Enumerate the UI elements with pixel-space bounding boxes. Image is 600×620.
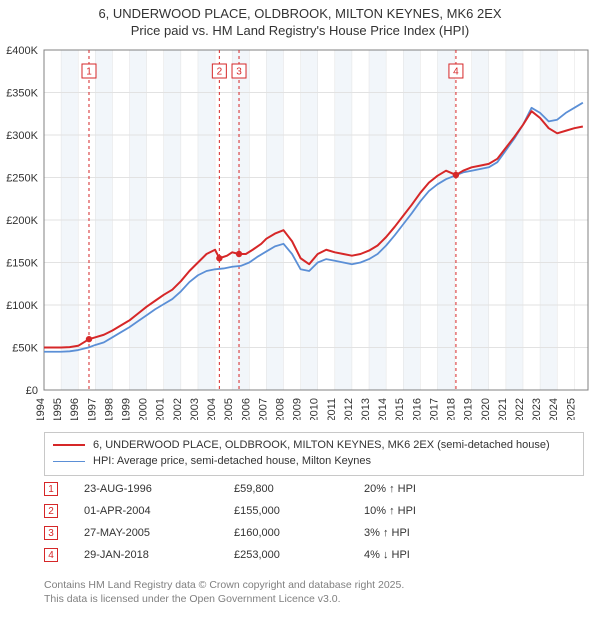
sales-row: 4 29-JAN-2018£253,0004% ↓ HPI xyxy=(44,544,584,566)
svg-text:1995: 1995 xyxy=(52,398,64,420)
svg-text:2008: 2008 xyxy=(274,398,286,420)
svg-text:2000: 2000 xyxy=(138,398,150,420)
sales-date: 27-MAY-2005 xyxy=(84,527,234,539)
svg-text:£0: £0 xyxy=(26,385,38,397)
svg-text:1998: 1998 xyxy=(103,398,115,420)
svg-text:2006: 2006 xyxy=(240,398,252,420)
svg-text:1997: 1997 xyxy=(86,398,98,420)
svg-text:1996: 1996 xyxy=(69,398,81,420)
svg-text:2004: 2004 xyxy=(206,398,218,420)
title-line-2: Price paid vs. HM Land Registry's House … xyxy=(0,23,600,40)
svg-text:2013: 2013 xyxy=(360,398,372,420)
svg-text:2003: 2003 xyxy=(189,398,201,420)
sales-row: 2 01-APR-2004£155,00010% ↑ HPI xyxy=(44,500,584,522)
svg-text:2012: 2012 xyxy=(343,398,355,420)
legend-label: 6, UNDERWOOD PLACE, OLDBROOK, MILTON KEY… xyxy=(93,439,550,451)
sales-row: 3 27-MAY-2005£160,0003% ↑ HPI xyxy=(44,522,584,544)
svg-text:2022: 2022 xyxy=(514,398,526,420)
svg-text:£100K: £100K xyxy=(6,300,38,312)
svg-text:2011: 2011 xyxy=(326,398,338,420)
sales-price: £59,800 xyxy=(234,483,364,495)
svg-text:2023: 2023 xyxy=(531,398,543,420)
sales-delta: 3% ↑ HPI xyxy=(364,527,494,539)
sales-date: 23-AUG-1996 xyxy=(84,483,234,495)
svg-text:2009: 2009 xyxy=(292,398,304,420)
chart-svg: £0 £50K £100K £150K £200K £250K £300K £350K £400… xyxy=(0,44,600,420)
svg-text:£350K: £350K xyxy=(6,88,38,100)
sales-date: 01-APR-2004 xyxy=(84,505,234,517)
legend-row: HPI: Average price, semi-detached house,… xyxy=(53,453,575,469)
svg-text:2019: 2019 xyxy=(463,398,475,420)
svg-text:2024: 2024 xyxy=(548,398,560,420)
sales-price: £253,000 xyxy=(234,549,364,561)
legend-box: 6, UNDERWOOD PLACE, OLDBROOK, MILTON KEY… xyxy=(44,432,584,476)
sales-row: 1 23-AUG-1996£59,80020% ↑ HPI xyxy=(44,478,584,500)
legend-label: HPI: Average price, semi-detached house,… xyxy=(93,455,371,467)
svg-text:£50K: £50K xyxy=(12,343,38,355)
svg-text:2015: 2015 xyxy=(394,398,406,420)
chart-plot-area: £0 £50K £100K £150K £200K £250K £300K £350K £400… xyxy=(0,44,600,420)
sales-table: 1 23-AUG-1996£59,80020% ↑ HPI 2 01-APR-2004… xyxy=(44,478,584,566)
svg-text:2018: 2018 xyxy=(446,398,458,420)
chart-title-block: 6, UNDERWOOD PLACE, OLDBROOK, MILTON KEY… xyxy=(0,0,600,40)
svg-text:£400K: £400K xyxy=(6,45,38,57)
svg-text:2020: 2020 xyxy=(480,398,492,420)
sales-date: 29-JAN-2018 xyxy=(84,549,234,561)
svg-text:£200K: £200K xyxy=(6,215,38,227)
svg-text:2010: 2010 xyxy=(309,398,321,420)
sales-price: £155,000 xyxy=(234,505,364,517)
legend-swatch xyxy=(53,444,85,446)
sales-marker: 4 xyxy=(44,548,58,562)
footer-line-2: This data is licensed under the Open Gov… xyxy=(44,592,404,606)
svg-text:2021: 2021 xyxy=(497,398,509,420)
svg-text:4: 4 xyxy=(453,67,459,78)
svg-text:1: 1 xyxy=(86,67,92,78)
sales-marker: 1 xyxy=(44,482,58,496)
svg-text:2007: 2007 xyxy=(257,398,269,420)
svg-text:£250K: £250K xyxy=(6,173,38,185)
svg-text:3: 3 xyxy=(236,67,242,78)
svg-text:£300K: £300K xyxy=(6,130,38,142)
legend-swatch xyxy=(53,461,85,462)
svg-text:1999: 1999 xyxy=(121,398,133,420)
svg-text:2017: 2017 xyxy=(428,398,440,420)
sales-marker: 3 xyxy=(44,526,58,540)
sales-delta: 20% ↑ HPI xyxy=(364,483,494,495)
svg-text:2: 2 xyxy=(217,67,223,78)
sales-delta: 4% ↓ HPI xyxy=(364,549,494,561)
footer-attribution: Contains HM Land Registry data © Crown c… xyxy=(44,578,404,606)
sales-delta: 10% ↑ HPI xyxy=(364,505,494,517)
svg-text:2002: 2002 xyxy=(172,398,184,420)
svg-text:£150K: £150K xyxy=(6,258,38,270)
footer-line-1: Contains HM Land Registry data © Crown c… xyxy=(44,578,404,592)
sales-price: £160,000 xyxy=(234,527,364,539)
title-line-1: 6, UNDERWOOD PLACE, OLDBROOK, MILTON KEY… xyxy=(0,6,600,23)
svg-text:2001: 2001 xyxy=(155,398,167,420)
svg-text:2014: 2014 xyxy=(377,398,389,420)
svg-text:2016: 2016 xyxy=(411,398,423,420)
legend-row: 6, UNDERWOOD PLACE, OLDBROOK, MILTON KEY… xyxy=(53,437,575,453)
svg-text:1994: 1994 xyxy=(35,398,47,420)
svg-text:2025: 2025 xyxy=(565,398,577,420)
svg-text:2005: 2005 xyxy=(223,398,235,420)
sales-marker: 2 xyxy=(44,504,58,518)
